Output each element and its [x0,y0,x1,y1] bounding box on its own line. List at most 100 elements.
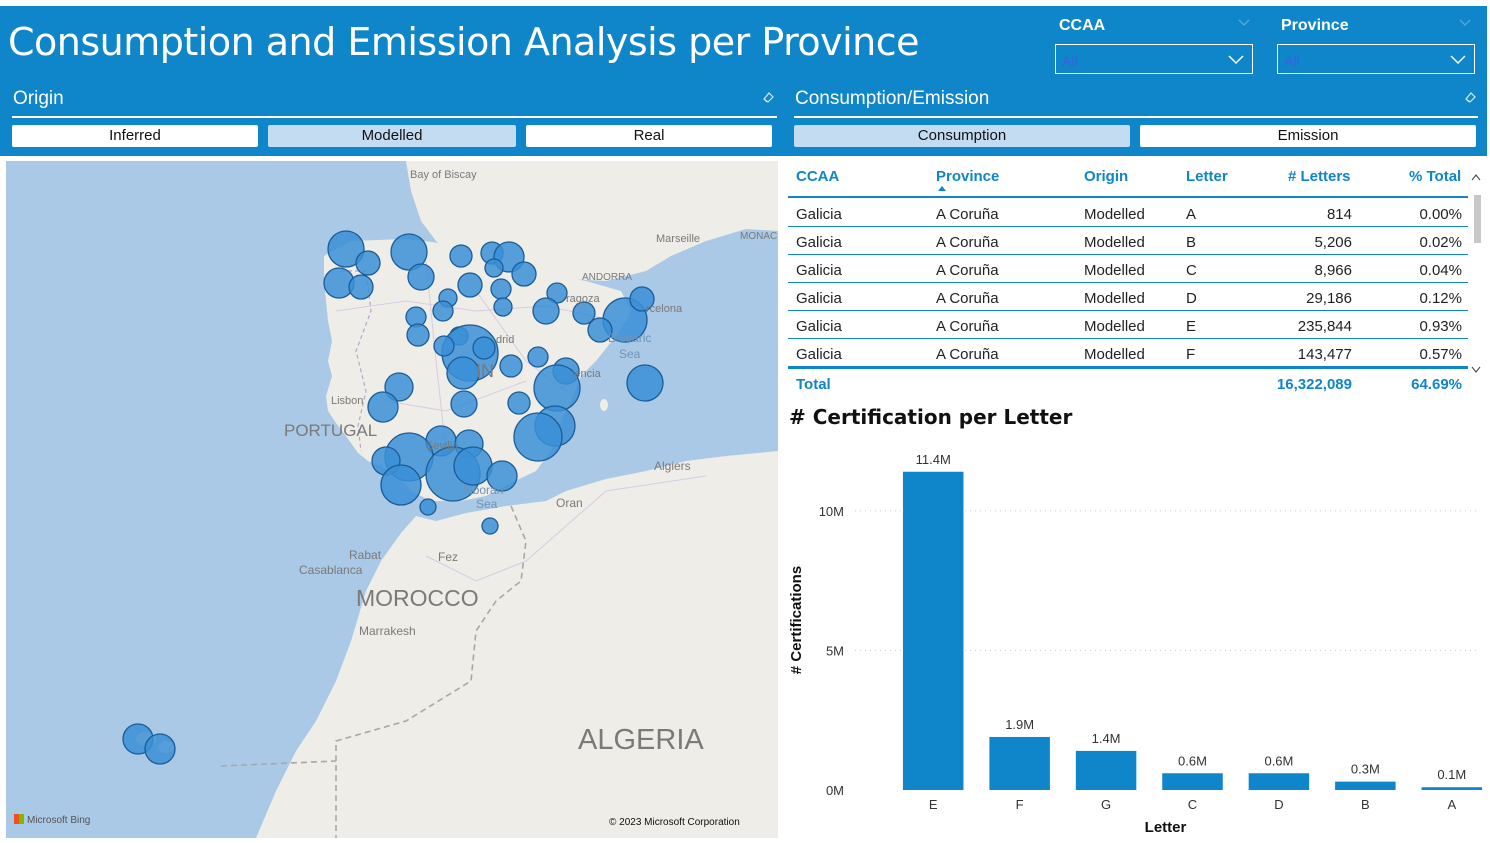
province-bubble[interactable] [572,301,596,325]
bar-chart[interactable]: 0M 5M 10M 11.4M E 1.9M F 1.4M G 0.6M C 0.6M D 0.3M B 0.… [780,435,1485,840]
province-bubble[interactable] [457,272,483,298]
province-bubble[interactable] [348,274,374,300]
cell-letter: D [1186,290,1197,307]
origin-option-modelled[interactable]: Modelled [268,125,516,147]
province-bubble[interactable] [367,391,399,423]
data-label: 0.6M [1264,753,1293,768]
province-bubble[interactable] [380,464,422,506]
map-label-fez: Fez [438,550,459,564]
province-bubble[interactable] [511,261,537,287]
cell-pct: 0.57% [1419,346,1462,363]
eraser-icon[interactable] [761,90,775,104]
province-bubble[interactable] [384,372,414,402]
x-tick-label: E [929,797,938,812]
map-label-oran: Oran [556,496,583,510]
province-bubble[interactable] [433,335,455,357]
province-bubble[interactable] [507,391,531,415]
province-bubble[interactable] [484,258,504,278]
province-bubble[interactable] [629,286,655,312]
cell-origin: Modelled [1084,318,1145,335]
chevron-down-icon[interactable] [1459,16,1471,28]
cell-province: A Coruña [936,290,999,307]
table-row[interactable]: Galicia A Coruña Modelled C 8,966 0.04% [788,255,1468,283]
bar-D[interactable] [1248,773,1310,790]
province-bubble[interactable] [481,517,499,535]
column-header-province[interactable]: Province [936,168,1000,185]
table-row[interactable]: Galicia A Coruña Modelled A 814 0.00% [788,199,1468,227]
chevron-down-icon[interactable] [1238,16,1250,28]
cell-province: A Coruña [936,206,999,223]
map-label-rabat: Rabat [349,548,382,562]
bar-C[interactable] [1162,773,1223,790]
y-tick-label: 10M [819,504,844,519]
province-bubble[interactable] [490,278,512,300]
province-bubble[interactable] [450,390,478,418]
province-bubble[interactable] [327,230,365,268]
ce-option-emission[interactable]: Emission [1140,125,1476,147]
table-row[interactable]: Galicia A Coruña Modelled E 235,844 0.93% [788,311,1468,339]
bar-G[interactable] [1075,750,1137,790]
province-bubble[interactable] [499,354,523,378]
table-row[interactable]: Galicia A Coruña Modelled F 143,477 0.57% [788,339,1468,367]
table-row[interactable]: Galicia A Coruña Modelled D 29,186 0.12% [788,283,1468,311]
origin-option-inferred[interactable]: Inferred [12,125,258,147]
data-table[interactable]: CCAA Province Origin Letter # Letters % … [788,161,1484,397]
cell-letter: E [1186,318,1197,335]
origin-option-real[interactable]: Real [526,125,772,147]
cell-letters: 235,844 [1297,318,1352,335]
map-label-alboran-sea: Sea [476,497,498,511]
eraser-icon[interactable] [1463,90,1477,104]
scroll-up-icon[interactable] [1471,173,1481,181]
province-bubble[interactable] [532,297,560,325]
province-bubble[interactable] [587,317,613,343]
map-label-algiers: Algiers [654,459,691,473]
bar-B[interactable] [1335,781,1396,790]
bar-E[interactable] [902,471,964,790]
column-header-letters[interactable]: # Letters [1288,168,1351,185]
province-bubble[interactable] [406,323,430,347]
column-header-origin[interactable]: Origin [1084,168,1129,185]
bubble-map[interactable]: Bay of Biscay Marseille MONAC ANDORRA ra… [6,161,778,838]
province-bubble[interactable] [390,233,428,271]
page-title: Consumption and Emission Analysis per Pr… [8,20,920,64]
bar-F[interactable] [989,736,1050,790]
cell-letters: 8,966 [1314,262,1352,279]
province-bubble[interactable] [453,446,493,486]
province-bubble[interactable] [407,263,435,291]
province-bubble[interactable] [472,336,496,360]
total-label: Total [796,376,831,393]
province-bubble[interactable] [419,498,437,516]
table-row[interactable]: Galicia A Coruña Modelled B 5,206 0.02% [788,227,1468,255]
province-bubble[interactable] [513,412,563,462]
y-axis-title: # Certifications [788,566,805,674]
data-label: 1.4M [1092,731,1121,746]
province-bubble[interactable] [626,364,664,402]
province-bubble[interactable] [449,244,473,268]
sort-ascending-icon [938,186,946,191]
cell-letter: A [1186,206,1197,223]
ccaa-dropdown[interactable]: All [1055,44,1253,74]
province-bubble[interactable] [527,346,549,368]
column-header-letter[interactable]: Letter [1186,168,1228,185]
table-scrollbar[interactable] [1474,195,1481,243]
map-canvas[interactable] [6,161,778,838]
cell-origin: Modelled [1084,290,1145,307]
cell-ccaa: Galicia [796,234,842,251]
microsoft-logo-icon [14,814,24,824]
bar-A[interactable] [1421,787,1483,790]
cell-letter: B [1186,234,1197,251]
column-header-pct-total[interactable]: % Total [1409,168,1462,185]
map-label-madrid: drid [496,334,515,346]
province-bubble[interactable] [355,250,381,276]
province-bubble[interactable] [432,300,454,322]
province-bubble[interactable] [493,297,513,317]
province-bubble[interactable] [446,356,480,390]
province-bubble[interactable] [486,460,518,492]
province-dropdown[interactable]: All [1277,44,1475,74]
cell-province: A Coruña [936,318,999,335]
ce-option-consumption[interactable]: Consumption [794,125,1130,147]
scroll-down-icon[interactable] [1471,366,1481,374]
province-filter-label: Province [1281,17,1349,34]
province-bubble[interactable] [144,733,176,765]
column-header-ccaa[interactable]: CCAA [796,168,840,185]
